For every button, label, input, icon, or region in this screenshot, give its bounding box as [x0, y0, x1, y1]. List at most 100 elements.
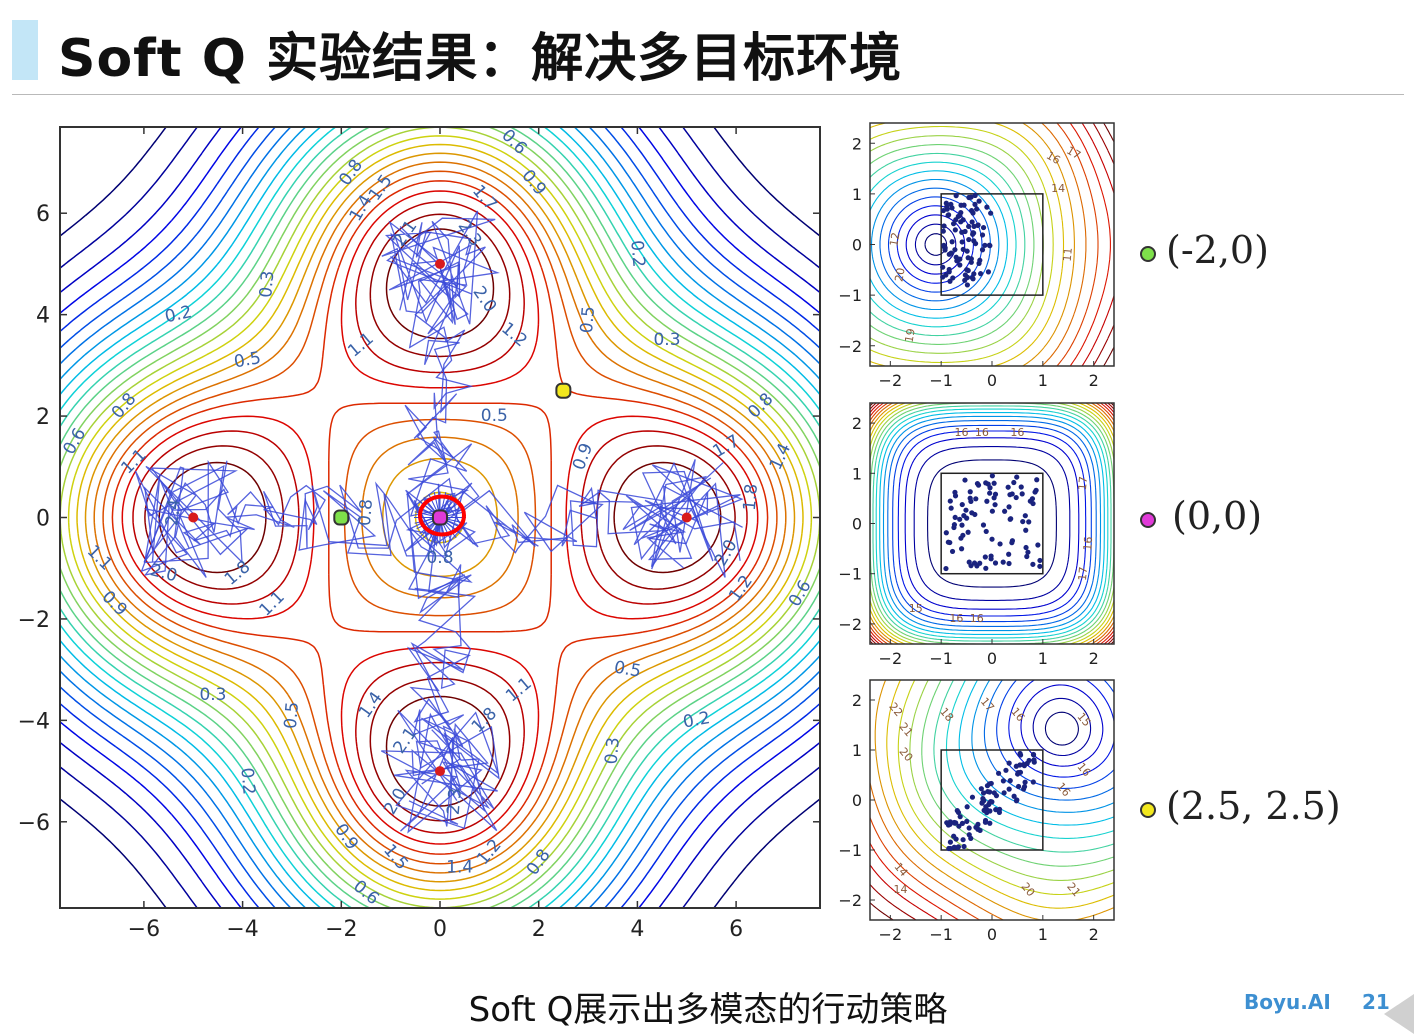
contour-line: [1020, 684, 1104, 767]
action-sample: [967, 489, 973, 495]
action-sample: [995, 770, 1002, 776]
action-sample: [1032, 489, 1038, 495]
action-sample: [982, 242, 988, 248]
trajectory-path: [381, 217, 496, 552]
action-sample: [959, 522, 965, 528]
action-sample: [961, 202, 967, 208]
inset-action-box: [940, 749, 1044, 851]
action-sample: [975, 482, 982, 488]
contour-line: [59, 126, 821, 909]
contour-line: [872, 405, 1112, 642]
x-tick-label: −4: [226, 917, 258, 942]
contour-line: [59, 126, 821, 909]
action-sample: [1013, 494, 1019, 501]
action-sample: [980, 224, 987, 231]
action-sample: [1022, 779, 1028, 785]
contour-line: [869, 817, 980, 921]
action-sample: [973, 496, 979, 502]
action-sample: [941, 223, 947, 229]
action-sample: [943, 200, 949, 206]
action-sample: [984, 204, 990, 210]
inset-contour-label: 16: [949, 612, 963, 625]
y-tick-label: 2: [36, 405, 50, 430]
contour-label: 0.3: [199, 685, 226, 705]
contour-label: 0.5: [612, 657, 642, 681]
y-tick-label: −6: [18, 811, 50, 836]
action-sample: [952, 493, 959, 499]
inset-x-tick-label: 0: [987, 925, 997, 944]
contour-line: [879, 412, 1105, 635]
inset-y-tick-label: −2: [838, 337, 862, 356]
action-sample: [953, 836, 959, 842]
action-sample: [957, 262, 963, 268]
inset-background: [870, 403, 1114, 644]
action-sample: [956, 823, 962, 829]
contour-line: [1044, 711, 1079, 746]
inset-contour-label: 16: [970, 612, 984, 625]
trajectory-group: [134, 210, 744, 834]
inset-x-tick-label: −2: [879, 371, 903, 390]
contour-label: 0.3: [256, 270, 278, 299]
action-sample: [952, 247, 958, 253]
y-tick-label: 0: [36, 507, 50, 532]
legend-label-magenta: (0,0): [1172, 494, 1263, 538]
contour-line: [869, 402, 1115, 645]
inset-y-tick-label: 1: [852, 741, 862, 760]
inset-y-tick-label: −1: [838, 565, 862, 584]
inset-x-tick-label: 0: [987, 649, 997, 668]
action-sample: [1013, 763, 1019, 769]
action-sample: [1006, 504, 1012, 510]
action-sample: [1026, 519, 1032, 525]
action-sample: [960, 246, 966, 252]
action-sample: [952, 227, 958, 233]
action-sample: [988, 210, 994, 216]
action-sample: [980, 522, 987, 528]
contour-line: [59, 126, 821, 909]
contour-line: [869, 402, 1115, 645]
contour-line: [887, 420, 1097, 627]
action-sample: [991, 480, 997, 486]
trajectory-path: [395, 493, 500, 834]
action-sample: [964, 804, 970, 810]
action-sample: [983, 806, 990, 812]
action-sample: [945, 212, 952, 218]
contour-line: [59, 126, 821, 909]
inset-x-tick-label: −1: [929, 925, 953, 944]
action-sample: [985, 788, 991, 795]
inset-contour-label: 16: [1044, 149, 1063, 167]
contour-label: 0.2: [626, 239, 648, 268]
action-sample: [1011, 793, 1017, 799]
contour-line: [59, 126, 821, 909]
contour-line: [882, 415, 1102, 632]
contour-line: [927, 459, 1057, 588]
action-sample: [984, 498, 990, 504]
contour-line: [1022, 122, 1075, 367]
action-sample: [993, 807, 999, 813]
action-sample: [1027, 498, 1033, 504]
contour-line: [1056, 122, 1099, 367]
contour-line: [1069, 122, 1111, 367]
action-sample: [1031, 757, 1037, 763]
inset-contour-label: 16: [1010, 426, 1024, 439]
contour-line: [869, 402, 1115, 645]
inset-x-tick-label: −1: [929, 371, 953, 390]
action-sample: [964, 515, 970, 521]
contour-line: [59, 126, 821, 909]
action-sample: [940, 274, 946, 280]
action-sample: [960, 217, 966, 223]
contour-line: [93, 161, 787, 874]
action-sample: [972, 240, 979, 247]
inset-contour-label: 17: [1064, 144, 1083, 162]
inset-contour-label: 16: [1081, 536, 1095, 551]
action-sample: [949, 548, 956, 555]
contour-line: [144, 213, 736, 822]
inset-contour-label: 19: [903, 328, 918, 344]
slide-caption: Soft Q展示出多模态的行动策略: [468, 990, 948, 1030]
inset-contour-label: 17: [1076, 476, 1090, 491]
action-sample: [966, 223, 972, 230]
action-sample: [983, 480, 989, 486]
legend-label-yellow: (2.5, 2.5): [1166, 784, 1341, 828]
action-sample: [940, 264, 946, 270]
action-sample: [993, 793, 1000, 799]
